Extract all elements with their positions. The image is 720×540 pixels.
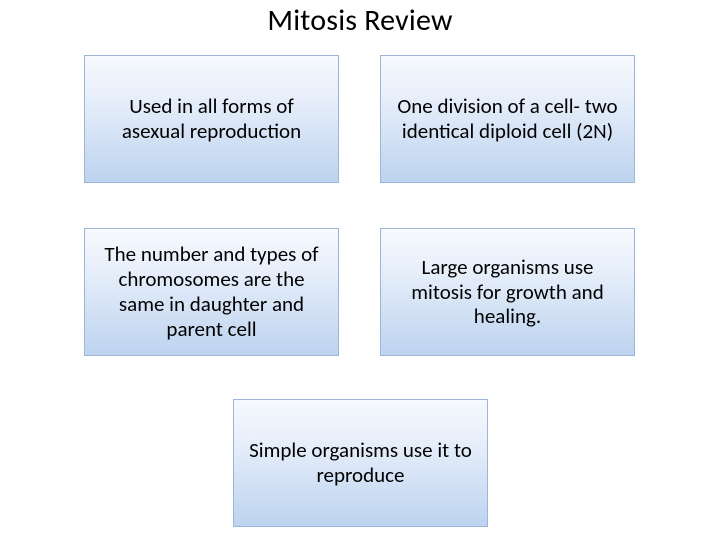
card-text: Used in all forms of asexual reproductio…: [99, 94, 324, 144]
card-text: One division of a cell- two identical di…: [395, 94, 620, 144]
card-text: The number and types of chromosomes are …: [99, 242, 324, 341]
card-growth-healing: Large organisms use mitosis for growth a…: [380, 228, 635, 356]
card-one-division: One division of a cell- two identical di…: [380, 55, 635, 183]
slide-title: Mitosis Review: [0, 2, 720, 39]
card-text: Simple organisms use it to reproduce: [248, 438, 473, 488]
card-chromosomes-same: The number and types of chromosomes are …: [84, 228, 339, 356]
card-simple-organisms: Simple organisms use it to reproduce: [233, 399, 488, 527]
card-asexual-reproduction: Used in all forms of asexual reproductio…: [84, 55, 339, 183]
card-text: Large organisms use mitosis for growth a…: [395, 255, 620, 329]
